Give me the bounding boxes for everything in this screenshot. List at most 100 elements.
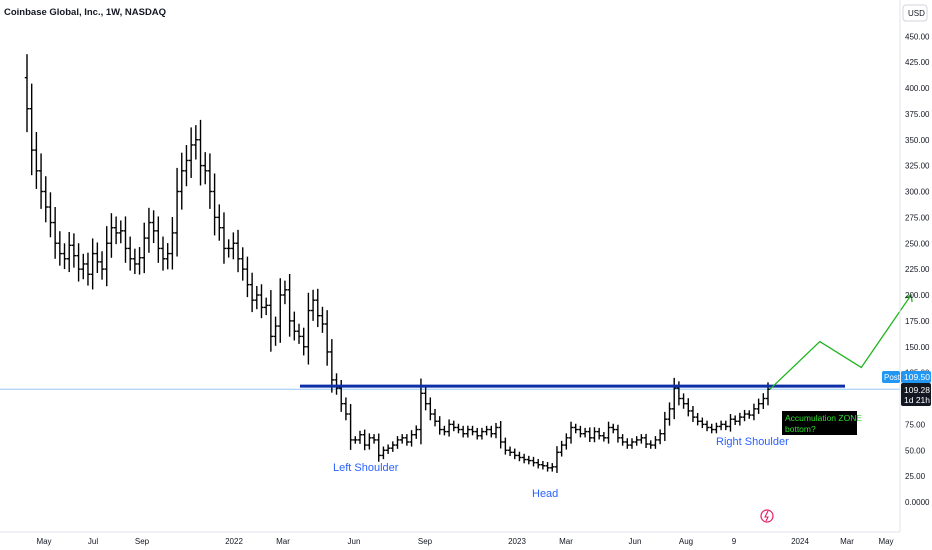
- ohlc-bar: [601, 432, 607, 442]
- time-axis[interactable]: May Jul Sep 2022 Mar Jun Sep 2023 Mar Jun Aug 9 2024…: [36, 537, 893, 546]
- ohlc-bar: [432, 408, 438, 427]
- ohlc-bar: [353, 436, 358, 444]
- currency-button-label[interactable]: USD: [908, 9, 925, 18]
- ohlc-bar: [550, 463, 555, 472]
- ohlc-bar: [179, 152, 184, 210]
- ohlc-bar: [263, 297, 269, 316]
- ohlc-bar: [648, 440, 653, 449]
- ohlc-bar: [540, 461, 546, 470]
- price-tick-label: 450.00: [905, 32, 930, 41]
- ohlc-bar: [409, 430, 414, 447]
- time-tick-label: Jun: [348, 537, 361, 546]
- ohlc-bar: [615, 424, 621, 443]
- ohlc-bar: [249, 272, 255, 313]
- ohlc-bar: [460, 425, 466, 438]
- time-tick-label: 9: [732, 537, 737, 546]
- countdown-value: 1d 21h: [904, 395, 930, 405]
- time-tick-label: 2022: [225, 537, 243, 546]
- ohlc-bar: [714, 422, 719, 434]
- ohlc-bar: [245, 256, 250, 298]
- ohlc-bar: [287, 273, 292, 337]
- ohlc-bar: [137, 247, 142, 275]
- price-tick-label: 325.00: [905, 162, 930, 171]
- ohlc-bar: [385, 444, 391, 454]
- ohlc-bar: [695, 412, 700, 426]
- ohlc-bar: [268, 290, 274, 352]
- price-scale[interactable]: 450.00 425.00 400.00 375.00 350.00 325.00 300.…: [905, 32, 930, 507]
- ohlc-bar: [67, 232, 72, 273]
- price-tick-label: 400.00: [905, 84, 930, 93]
- ohlc-bar: [465, 425, 471, 438]
- projection-arrowhead-icon: [904, 294, 913, 303]
- ohlc-bar: [723, 420, 728, 431]
- ohlc-bar: [156, 216, 161, 263]
- price-tick-label: 150.00: [905, 343, 930, 352]
- ohlc-bar: [517, 451, 522, 462]
- projection-arrow[interactable]: [769, 294, 912, 390]
- ohlc-bar: [709, 423, 714, 434]
- ohlc-bar: [704, 420, 710, 432]
- ohlc-bar: [109, 213, 114, 258]
- ohlc-bar: [690, 406, 696, 423]
- time-tick-label: May: [878, 537, 893, 546]
- ohlc-bar: [151, 210, 156, 244]
- ohlc-bar: [620, 434, 625, 446]
- price-tick-label: 225.00: [905, 265, 930, 274]
- price-tick-label: 250.00: [905, 239, 930, 248]
- ohlc-bar: [503, 437, 508, 455]
- ohlc-bar: [315, 288, 320, 328]
- ohlc-bar: [104, 226, 109, 287]
- ohlc-bar: [320, 306, 325, 333]
- ohlc-bar: [310, 289, 316, 321]
- price-tick-label: 200.00: [905, 291, 930, 300]
- ohlc-bar: [390, 441, 396, 452]
- ohlc-bar: [306, 292, 311, 365]
- ohlc-bar: [113, 216, 119, 245]
- time-tick-label: Mar: [840, 537, 854, 546]
- ohlc-bar: [198, 119, 203, 186]
- ohlc-bar: [512, 448, 517, 460]
- currency-button[interactable]: [902, 4, 928, 22]
- time-tick-label: Sep: [418, 537, 433, 546]
- ohlc-bar: [95, 242, 100, 274]
- ohlc-bar: [573, 423, 578, 434]
- ohlc-bar: [587, 427, 592, 443]
- ohlc-bar: [240, 247, 245, 281]
- time-tick-label: May: [36, 537, 51, 546]
- ohlc-bar: [170, 217, 175, 270]
- ohlc-bar: [446, 419, 452, 437]
- ohlc-bar: [568, 421, 574, 444]
- accumulation-zone-box[interactable]: [782, 411, 857, 435]
- ohlc-bar: [451, 420, 456, 432]
- head-label[interactable]: Head: [532, 488, 558, 500]
- ohlc-bar: [193, 125, 199, 160]
- ohlc-bar: [273, 316, 278, 346]
- ohlc-bar: [24, 54, 30, 133]
- ohlc-bar: [414, 425, 419, 439]
- ohlc-bar: [667, 402, 672, 426]
- ohlc-bar: [34, 131, 39, 189]
- ohlc-bar: [371, 434, 377, 444]
- ohlc-bar: [554, 446, 560, 473]
- time-tick-label: Sep: [135, 537, 150, 546]
- ohlc-bar: [188, 127, 194, 178]
- ohlc-bar: [71, 233, 77, 268]
- ohlc-bar: [259, 284, 264, 319]
- event-icon[interactable]: [760, 509, 774, 523]
- accumulation-zone-question: bottom?: [785, 424, 816, 434]
- ohlc-bar: [437, 416, 442, 435]
- right-shoulder-label[interactable]: Right Shoulder: [716, 436, 789, 448]
- ohlc-bar: [62, 243, 67, 270]
- ohlc-bar: [381, 446, 386, 460]
- ohlc-bar: [292, 311, 297, 341]
- ohlc-bar: [38, 153, 44, 209]
- ohlc-bar: [76, 243, 81, 282]
- ohlc-bar: [212, 173, 217, 236]
- left-shoulder-label[interactable]: Left Shoulder: [333, 462, 399, 474]
- ohlc-bar: [99, 251, 105, 280]
- price-tick-label: 175.00: [905, 317, 930, 326]
- ohlc-bar: [672, 377, 677, 420]
- ohlc-bar: [498, 420, 503, 449]
